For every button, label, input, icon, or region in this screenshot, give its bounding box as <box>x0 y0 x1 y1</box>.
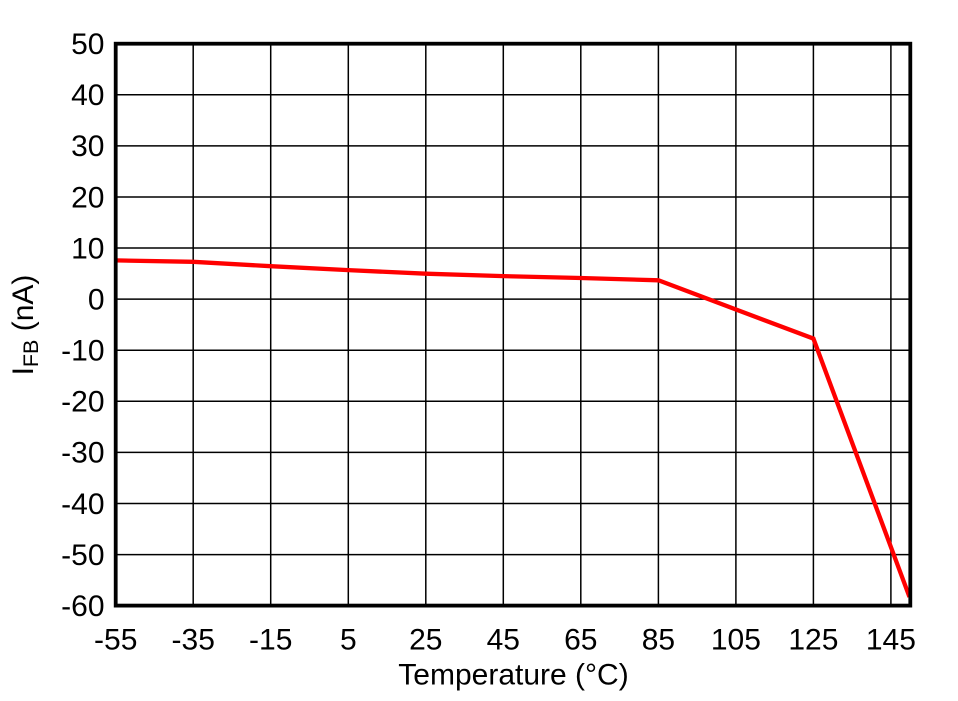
svg-text:125: 125 <box>788 624 838 657</box>
svg-text:50: 50 <box>71 28 104 61</box>
svg-text:-55: -55 <box>94 624 137 657</box>
svg-text:-15: -15 <box>249 624 292 657</box>
svg-text:145: 145 <box>866 624 916 657</box>
svg-text:Temperature (°C): Temperature (°C) <box>398 659 628 692</box>
svg-text:65: 65 <box>564 624 597 657</box>
svg-text:-10: -10 <box>61 335 104 368</box>
svg-text:-30: -30 <box>61 437 104 470</box>
svg-text:-35: -35 <box>172 624 215 657</box>
svg-text:20: 20 <box>71 181 104 214</box>
svg-text:45: 45 <box>487 624 520 657</box>
svg-text:-50: -50 <box>61 539 104 572</box>
svg-text:-20: -20 <box>61 386 104 419</box>
svg-text:5: 5 <box>340 624 357 657</box>
svg-text:85: 85 <box>642 624 675 657</box>
svg-text:105: 105 <box>711 624 761 657</box>
svg-text:30: 30 <box>71 130 104 163</box>
svg-text:25: 25 <box>409 624 442 657</box>
svg-text:40: 40 <box>71 79 104 112</box>
svg-text:10: 10 <box>71 232 104 265</box>
svg-text:-60: -60 <box>61 590 104 623</box>
svg-text:0: 0 <box>88 283 105 316</box>
svg-text:IFB (nA): IFB (nA) <box>7 275 43 376</box>
svg-text:-40: -40 <box>61 488 104 521</box>
